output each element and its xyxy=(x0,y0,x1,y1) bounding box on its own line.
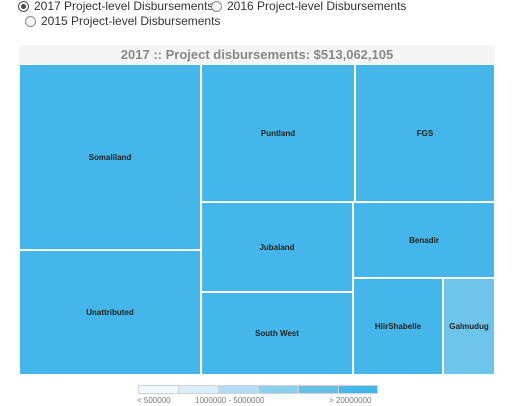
tile-puntland[interactable]: Puntland xyxy=(201,64,355,202)
radio-label-2017: 2017 Project-level Disbursements xyxy=(34,0,214,13)
legend-swatch xyxy=(178,385,218,394)
radio-2016-disbursements[interactable]: 2016 Project-level Disbursements xyxy=(211,0,406,13)
radio-circle-icon[interactable] xyxy=(211,0,222,12)
legend-swatch xyxy=(338,385,378,394)
legend-label-low: < 500000 xyxy=(137,396,171,405)
color-legend: < 500000 1000000 - 5000000 > 20000000 xyxy=(137,385,378,406)
legend-swatch xyxy=(138,385,178,394)
treemap-chart: 2017 :: Project disbursements: $513,062,… xyxy=(19,45,495,375)
treemap-area: Somaliland Unattributed Puntland FGS Jub… xyxy=(19,64,495,375)
tile-south-west[interactable]: South West xyxy=(201,292,353,375)
tile-benadir[interactable]: Benadir xyxy=(353,202,495,278)
tile-fgs[interactable]: FGS xyxy=(355,64,495,202)
radio-label-2016: 2016 Project-level Disbursements xyxy=(227,0,407,13)
legend-label-high: > 20000000 xyxy=(329,396,372,405)
radio-label-2015: 2015 Project-level Disbursements xyxy=(41,14,221,28)
radio-circle-icon[interactable] xyxy=(25,15,36,27)
disbursement-year-selector: 2017 Project-level Disbursements 2016 Pr… xyxy=(0,0,532,30)
radio-2017-disbursements[interactable]: 2017 Project-level Disbursements xyxy=(18,0,213,13)
legend-swatch xyxy=(258,385,298,394)
tile-galmudug[interactable]: Galmudug xyxy=(443,278,495,375)
chart-title: 2017 :: Project disbursements: $513,062,… xyxy=(120,47,394,62)
tile-somaliland[interactable]: Somaliland xyxy=(19,64,201,250)
legend-label-mid: 1000000 - 5000000 xyxy=(195,396,265,405)
radio-circle-icon[interactable] xyxy=(18,0,29,12)
legend-swatch xyxy=(218,385,258,394)
tile-hiirshabelle[interactable]: HiirShabelle xyxy=(353,278,443,375)
tile-unattributed[interactable]: Unattributed xyxy=(19,250,201,375)
legend-swatches xyxy=(138,385,378,394)
legend-swatch xyxy=(298,385,338,394)
tile-jubaland[interactable]: Jubaland xyxy=(201,202,353,292)
radio-2015-disbursements[interactable]: 2015 Project-level Disbursements xyxy=(25,14,220,28)
